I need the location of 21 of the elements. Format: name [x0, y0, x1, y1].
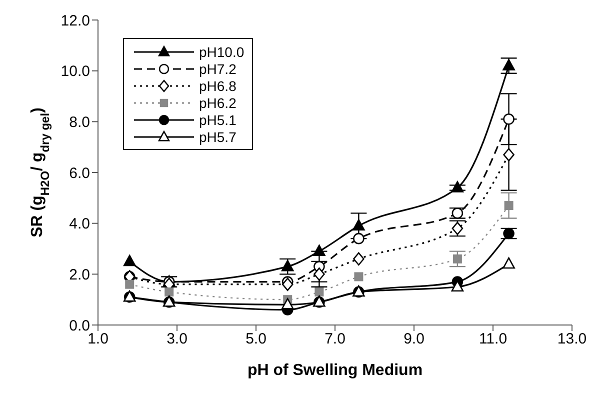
y-tick-label: 8.0	[69, 114, 90, 131]
y-tick-label: 12.0	[60, 12, 90, 30]
x-tick-label: 7.0	[324, 330, 346, 348]
x-tick-label: 5.0	[246, 330, 266, 348]
y-tick-label: 0.0	[69, 317, 90, 334]
legend-label: pH10.0	[199, 44, 244, 60]
legend-label: pH6.2	[199, 94, 236, 110]
x-axis-title: pH of Swelling Medium	[247, 362, 423, 379]
y-tick-label: 10.0	[60, 63, 90, 80]
x-tick-label: 1.0	[88, 330, 108, 348]
y-tick-label: 6.0	[69, 164, 90, 182]
x-tick-label: 11.0	[478, 330, 508, 348]
y-tick-label: 2.0	[69, 266, 90, 284]
legend-label: pH5.7	[199, 128, 236, 144]
x-tick-label: 13.0	[557, 330, 587, 348]
x-tick-label: 3.0	[166, 330, 188, 348]
legend-label: pH5.1	[199, 112, 236, 128]
x-tick-label: 9.0	[404, 330, 424, 348]
legend-label: pH7.2	[199, 60, 236, 76]
y-tick-label: 4.0	[69, 216, 90, 233]
legend-label: pH6.8	[199, 78, 236, 94]
